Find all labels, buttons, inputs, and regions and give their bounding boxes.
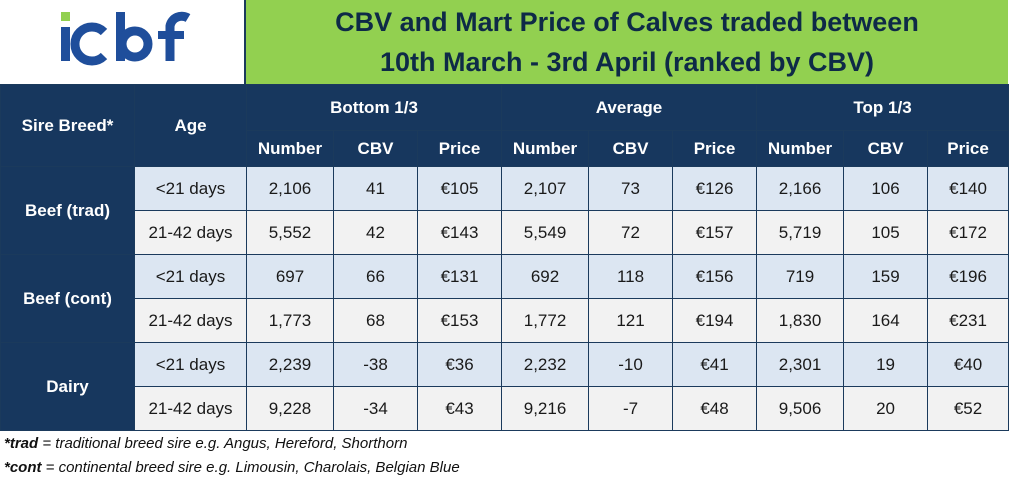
subheader-number: Number xyxy=(501,130,590,167)
header-group-top: Top 1/3 xyxy=(756,84,1010,131)
subheader-price: Price xyxy=(672,130,758,167)
number-cell: 2,232 xyxy=(501,342,590,387)
title-banner: CBV and Mart Price of Calves traded betw… xyxy=(246,0,1008,84)
price-cell: €140 xyxy=(927,166,1010,211)
footnote-trad: *trad = traditional breed sire e.g. Angu… xyxy=(4,432,460,456)
cbv-cell: 66 xyxy=(333,254,418,299)
title-line-1: CBV and Mart Price of Calves traded betw… xyxy=(335,7,919,37)
number-cell: 2,107 xyxy=(501,166,590,211)
price-cell: €143 xyxy=(416,210,503,255)
number-cell: 9,216 xyxy=(501,386,590,431)
subheader-price: Price xyxy=(927,130,1010,167)
subheader-cbv: CBV xyxy=(333,130,418,167)
price-cell: €52 xyxy=(927,386,1010,431)
age-cell: <21 days xyxy=(134,342,247,387)
breed-label: Dairy xyxy=(0,342,135,431)
calf-price-table: Sire Breed* Age Bottom 1/3 Average Top 1… xyxy=(0,84,1010,431)
number-cell: 1,830 xyxy=(756,298,845,343)
number-cell: 9,506 xyxy=(756,386,845,431)
cbv-cell: -10 xyxy=(588,342,674,387)
price-cell: €156 xyxy=(672,254,758,299)
number-cell: 2,301 xyxy=(756,342,845,387)
cbv-cell: 68 xyxy=(333,298,418,343)
number-cell: 697 xyxy=(246,254,334,299)
price-cell: €194 xyxy=(672,298,758,343)
title-line-2: 10th March - 3rd April (ranked by CBV) xyxy=(379,47,875,77)
footnote-key: *cont xyxy=(4,459,42,476)
header-sire-breed: Sire Breed* xyxy=(0,84,135,167)
price-cell: €126 xyxy=(672,166,758,211)
footnote-cont: *cont = continental breed sire e.g. Limo… xyxy=(4,456,460,480)
cbv-cell: 42 xyxy=(333,210,418,255)
number-cell: 1,773 xyxy=(246,298,334,343)
subheader-number: Number xyxy=(246,130,334,167)
price-cell: €105 xyxy=(416,166,503,211)
number-cell: 5,549 xyxy=(501,210,590,255)
price-cell: €172 xyxy=(927,210,1010,255)
icbf-logo-icon xyxy=(61,11,191,66)
footnote-key: *trad xyxy=(4,435,39,452)
number-cell: 9,228 xyxy=(246,386,334,431)
age-cell: 21-42 days xyxy=(134,210,247,255)
price-cell: €48 xyxy=(672,386,758,431)
subheader-price: Price xyxy=(416,130,503,167)
footnote-text: = continental breed sire e.g. Limousin, … xyxy=(41,459,460,476)
number-cell: 1,772 xyxy=(501,298,590,343)
table-row: 21-42 days 9,228 -34 €43 9,216 -7 €48 9,… xyxy=(1,386,1010,431)
table-row: 21-42 days 1,773 68 €153 1,772 121 €194 … xyxy=(1,298,1010,343)
cbv-cell: 19 xyxy=(843,342,929,387)
price-cell: €41 xyxy=(672,342,758,387)
breed-label: Beef (cont) xyxy=(0,254,135,343)
price-cell: €40 xyxy=(927,342,1010,387)
age-cell: <21 days xyxy=(134,166,247,211)
footnotes: *trad = traditional breed sire e.g. Angu… xyxy=(4,432,460,480)
table-row: Beef (trad) <21 days 2,106 41 €105 2,107… xyxy=(0,166,1010,255)
cbv-cell: 73 xyxy=(588,166,674,211)
price-cell: €153 xyxy=(416,298,503,343)
header-group-average: Average xyxy=(501,84,758,131)
cbv-cell: 72 xyxy=(588,210,674,255)
number-cell: 2,239 xyxy=(246,342,334,387)
table-row: Beef (cont) <21 days 697 66 €131 692 118… xyxy=(0,254,1010,343)
cbv-cell: 118 xyxy=(588,254,674,299)
cbv-cell: 164 xyxy=(843,298,929,343)
cbv-cell: 159 xyxy=(843,254,929,299)
subheader-number: Number xyxy=(756,130,845,167)
cbv-cell: 105 xyxy=(843,210,929,255)
cbv-cell: 20 xyxy=(843,386,929,431)
breed-label: Beef (trad) xyxy=(0,166,135,255)
number-cell: 2,166 xyxy=(756,166,845,211)
number-cell: 5,552 xyxy=(246,210,334,255)
header-group-bottom: Bottom 1/3 xyxy=(245,84,503,131)
price-cell: €196 xyxy=(927,254,1010,299)
number-cell: 2,106 xyxy=(246,166,334,211)
subheader-cbv: CBV xyxy=(588,130,674,167)
cbv-cell: -34 xyxy=(333,386,418,431)
age-cell: 21-42 days xyxy=(134,386,247,431)
header-age: Age xyxy=(134,84,247,167)
number-cell: 692 xyxy=(501,254,590,299)
footnote-text: = traditional breed sire e.g. Angus, Her… xyxy=(38,435,408,452)
price-cell: €43 xyxy=(416,386,503,431)
subheader-cbv: CBV xyxy=(843,130,929,167)
price-cell: €231 xyxy=(927,298,1010,343)
cbv-cell: -38 xyxy=(333,342,418,387)
age-cell: 21-42 days xyxy=(134,298,247,343)
cbv-cell: 106 xyxy=(843,166,929,211)
age-cell: <21 days xyxy=(134,254,247,299)
table-row: Dairy <21 days 2,239 -38 €36 2,232 -10 €… xyxy=(0,342,1010,431)
cbv-cell: -7 xyxy=(588,386,674,431)
cbv-cell: 121 xyxy=(588,298,674,343)
price-cell: €36 xyxy=(416,342,503,387)
price-cell: €157 xyxy=(672,210,758,255)
cbv-cell: 41 xyxy=(333,166,418,211)
number-cell: 719 xyxy=(756,254,845,299)
table-row: 21-42 days 5,552 42 €143 5,549 72 €157 5… xyxy=(1,210,1010,255)
logo xyxy=(0,0,246,84)
number-cell: 5,719 xyxy=(756,210,845,255)
price-cell: €131 xyxy=(416,254,503,299)
